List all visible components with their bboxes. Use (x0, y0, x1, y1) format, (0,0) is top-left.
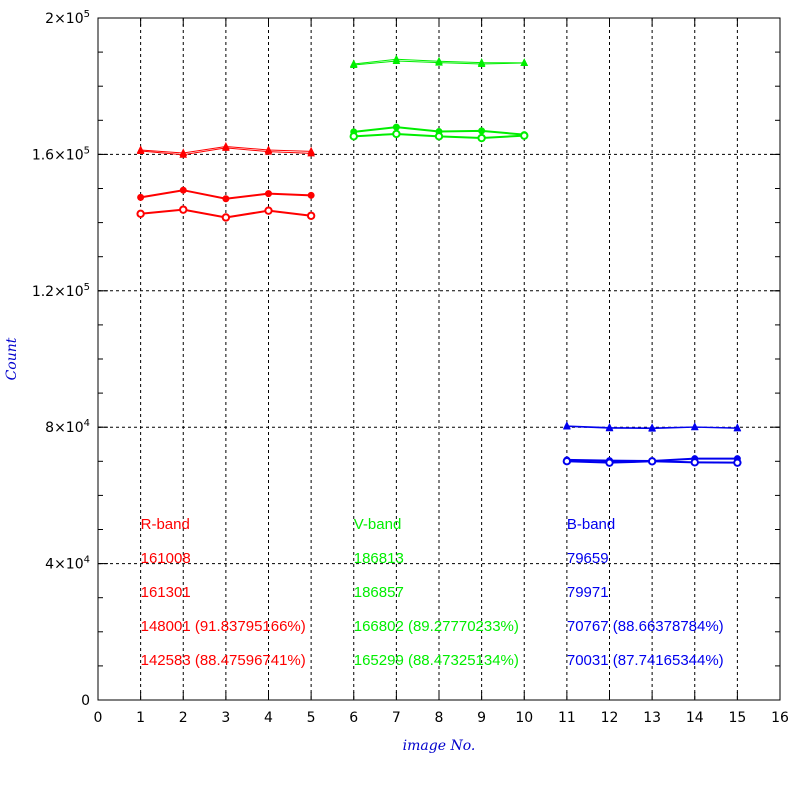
annotation-text: 79659 (567, 550, 609, 567)
y-tick-label: 4×104 (45, 555, 90, 573)
data-point (733, 423, 742, 431)
data-point (264, 206, 273, 215)
grid (98, 18, 780, 700)
data-point (349, 132, 358, 141)
data-point (434, 132, 444, 141)
data-point (605, 458, 614, 467)
x-tick-label: 15 (728, 710, 746, 726)
x-tick-label: 2 (179, 710, 188, 726)
data-point (307, 146, 315, 155)
data-point (435, 56, 443, 65)
data-point (221, 213, 231, 222)
annotation-text: 70767 (88.66378784%) (567, 618, 724, 635)
x-tick-label: 16 (771, 710, 789, 726)
data-point (477, 58, 486, 66)
x-tick-label: 5 (307, 710, 316, 726)
y-tick-label: 8×104 (45, 418, 90, 436)
data-point (136, 145, 145, 153)
data-point (392, 123, 400, 131)
data-point (392, 129, 401, 139)
annotation-text: 186857 (354, 584, 404, 601)
x-tick-label: 9 (477, 710, 486, 726)
x-tick-label: 3 (221, 710, 230, 726)
annotation-text: B-band (567, 516, 615, 533)
data-point (306, 211, 316, 220)
data-point (307, 191, 315, 199)
data-point (349, 59, 358, 68)
x-tick-label: 8 (435, 710, 444, 726)
x-tick-label: 7 (392, 710, 401, 726)
x-axis-title: image No. (403, 738, 476, 754)
data-point (733, 458, 742, 467)
annotation-text: 148001 (91.83795166%) (141, 618, 306, 635)
annotation-text: R-band (141, 516, 190, 533)
y-tick-label: 1.2×105 (32, 282, 90, 300)
annotation-text: 161008 (141, 550, 191, 567)
data-point (690, 458, 699, 467)
annotation-text: 142583 (88.47596741%) (141, 652, 306, 669)
data-point (477, 133, 486, 143)
annotation-text: V-band (354, 516, 402, 533)
data-point (520, 131, 529, 140)
x-tick-label: 4 (264, 710, 273, 726)
data-point (222, 195, 230, 203)
data-point (179, 186, 187, 194)
x-tick-label: 11 (558, 710, 576, 726)
data-point (179, 148, 188, 157)
x-tick-label: 13 (643, 710, 661, 726)
data-point (562, 456, 572, 466)
data-point (563, 421, 571, 429)
annotation-text: 166802 (89.27770233%) (354, 618, 519, 635)
x-tick-label: 1 (136, 710, 145, 726)
y-axis-title: Count (4, 337, 20, 380)
data-point (647, 457, 657, 466)
annotation-text: 161301 (141, 584, 191, 601)
data-point (392, 54, 401, 63)
annotation-text: 79971 (567, 584, 609, 601)
data-point (648, 423, 656, 431)
data-point (520, 58, 529, 66)
x-tick-label: 10 (515, 710, 533, 726)
data-point (222, 141, 230, 150)
data-point (136, 209, 145, 218)
data-point (179, 205, 188, 214)
x-tick-label: 0 (94, 710, 103, 726)
annotation-text: 186813 (354, 550, 404, 567)
x-tick-label: 6 (349, 710, 358, 726)
y-tick-label: 0 (81, 693, 90, 709)
axis-ticks: 0 1 2 3 4 5 6 7 8 9 10 11 12 13 14 15 1604×1048×1041.2×1… (32, 9, 789, 726)
x-tick-label: 14 (686, 710, 704, 726)
y-tick-label: 2×105 (45, 9, 90, 27)
data-point (137, 193, 145, 201)
data-series (136, 54, 742, 467)
data-point (605, 422, 614, 431)
data-point (690, 422, 699, 430)
x-tick-label: 12 (601, 710, 619, 726)
data-point (264, 145, 273, 153)
data-point (265, 190, 272, 198)
data-point (478, 127, 486, 135)
annotation-text: 165299 (88.47325134%) (354, 652, 519, 669)
annotation-text: 70031 (87.74165344%) (567, 652, 724, 669)
y-tick-label: 1.6×105 (32, 145, 90, 163)
annotations: R-band 161008 161301 148001 (91.83795166%) 1… (141, 516, 724, 669)
